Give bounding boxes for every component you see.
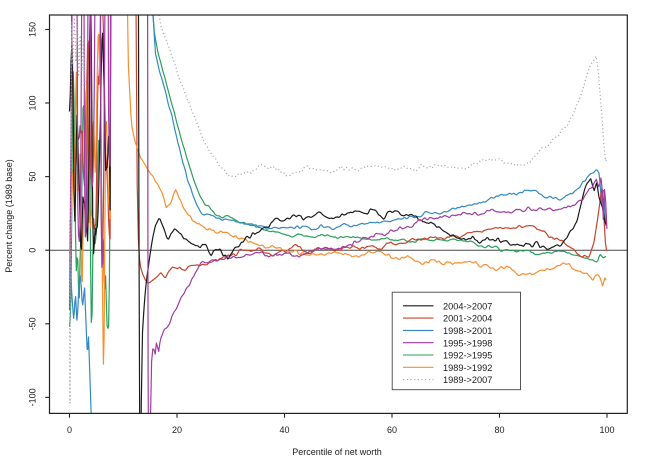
svg-text:80: 80 xyxy=(494,425,504,435)
svg-text:60: 60 xyxy=(387,425,397,435)
svg-text:1989->2007: 1989->2007 xyxy=(443,375,492,385)
svg-text:-100: -100 xyxy=(28,388,38,406)
svg-text:100: 100 xyxy=(599,425,614,435)
svg-text:2001->2004: 2001->2004 xyxy=(443,314,492,324)
svg-text:Percentile of net worth: Percentile of net worth xyxy=(292,447,382,457)
svg-text:Percent change (1989 base): Percent change (1989 base) xyxy=(4,159,14,273)
svg-text:20: 20 xyxy=(172,425,182,435)
svg-text:1989->1992: 1989->1992 xyxy=(443,363,492,373)
svg-text:40: 40 xyxy=(279,425,289,435)
svg-text:100: 100 xyxy=(28,95,38,110)
svg-text:1995->1998: 1995->1998 xyxy=(443,338,492,348)
svg-text:150: 150 xyxy=(28,22,38,37)
svg-text:50: 50 xyxy=(28,172,38,182)
svg-text:0: 0 xyxy=(67,425,72,435)
svg-text:1992->1995: 1992->1995 xyxy=(443,351,492,361)
svg-text:0: 0 xyxy=(28,248,38,253)
svg-text:1998->2001: 1998->2001 xyxy=(443,326,492,336)
svg-text:-50: -50 xyxy=(28,317,38,330)
svg-text:2004->2007: 2004->2007 xyxy=(443,301,492,311)
